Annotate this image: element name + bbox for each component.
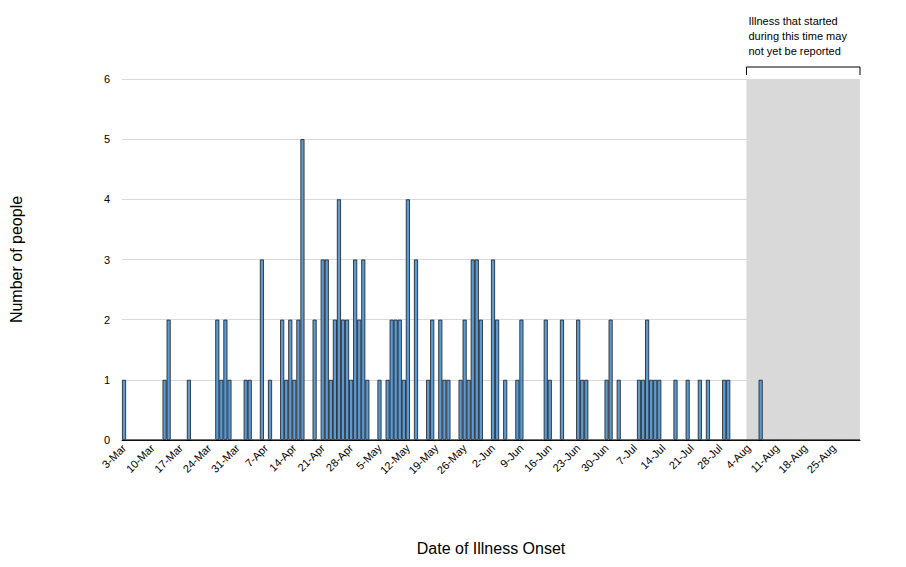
svg-text:3: 3 [104, 254, 110, 266]
svg-text:Number of people: Number of people [8, 196, 25, 323]
svg-text:9-Jun: 9-Jun [497, 441, 526, 470]
svg-text:5: 5 [104, 133, 110, 145]
svg-text:1: 1 [104, 374, 110, 386]
svg-text:during this time may: during this time may [748, 30, 849, 42]
svg-text:2-Jun: 2-Jun [469, 442, 497, 470]
svg-text:Date of Illness Onset: Date of Illness Onset [417, 540, 566, 557]
svg-text:7-Jul: 7-Jul [614, 442, 639, 467]
svg-text:16-Jun: 16-Jun [522, 442, 554, 474]
svg-text:6: 6 [104, 73, 110, 85]
svg-text:17-Mar: 17-Mar [152, 442, 185, 475]
svg-text:11-Aug: 11-Aug [748, 442, 781, 475]
svg-text:3-Mar: 3-Mar [99, 441, 129, 471]
svg-text:28-Apr: 28-Apr [324, 442, 356, 474]
svg-text:18-Aug: 18-Aug [776, 442, 810, 476]
svg-text:7-Apr: 7-Apr [242, 441, 271, 470]
svg-text:14-Apr: 14-Apr [267, 442, 299, 474]
svg-text:19-May: 19-May [406, 441, 441, 476]
svg-text:12-May: 12-May [378, 441, 413, 476]
svg-text:14-Jul: 14-Jul [638, 442, 668, 472]
svg-text:24-Mar: 24-Mar [180, 442, 213, 475]
svg-text:2: 2 [104, 314, 110, 326]
svg-text:23-Jun: 23-Jun [550, 442, 582, 474]
svg-text:4-Aug: 4-Aug [723, 441, 753, 471]
svg-text:0: 0 [104, 434, 110, 446]
svg-text:21-Jul: 21-Jul [666, 442, 696, 472]
svg-text:31-Mar: 31-Mar [209, 442, 242, 475]
svg-text:30-Jun: 30-Jun [579, 442, 611, 474]
svg-text:26-May: 26-May [434, 441, 469, 476]
svg-text:10-Mar: 10-Mar [124, 442, 157, 475]
svg-text:4: 4 [104, 193, 110, 205]
svg-text:25-Aug: 25-Aug [804, 442, 838, 476]
svg-text:Illness that started: Illness that started [748, 15, 840, 27]
svg-text:5-May: 5-May [353, 441, 384, 472]
svg-text:not yet be reported: not yet be reported [748, 45, 840, 57]
svg-text:21-Apr: 21-Apr [295, 442, 327, 474]
svg-text:28-Jul: 28-Jul [695, 442, 725, 472]
